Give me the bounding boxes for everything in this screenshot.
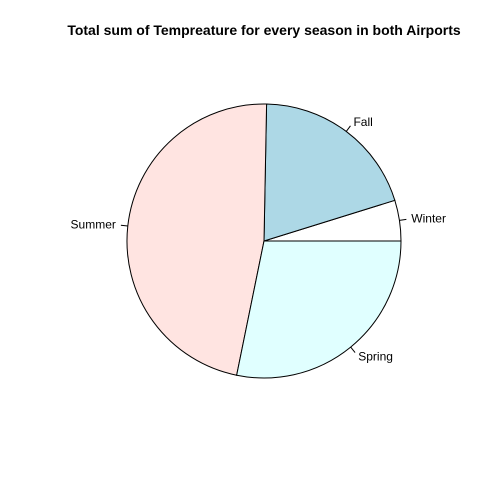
pie-label-summer: Summer (71, 218, 116, 232)
pie-label-tick-fall (345, 125, 351, 132)
pie-label-tick-winter (399, 218, 407, 221)
pie-label-fall: Fall (353, 115, 372, 129)
pie-label-spring: Spring (358, 349, 393, 363)
pie-label-winter: Winter (411, 212, 446, 226)
chart-title: Total sum of Tempreature for every seaso… (67, 22, 461, 38)
pie-slice-spring (236, 240, 402, 379)
pie-label-tick-spring (350, 346, 356, 353)
pie-slice-fall (263, 103, 396, 242)
pie-label-tick-summer (120, 224, 128, 227)
